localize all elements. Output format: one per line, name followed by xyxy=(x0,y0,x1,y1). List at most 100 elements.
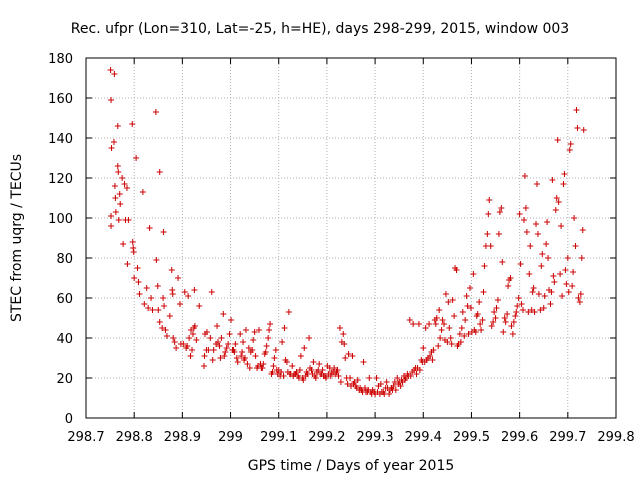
data-point xyxy=(285,309,292,315)
data-point xyxy=(439,317,446,323)
data-point xyxy=(310,359,317,365)
data-point xyxy=(270,363,277,369)
data-point xyxy=(432,321,439,327)
data-point xyxy=(549,177,556,183)
data-point xyxy=(564,255,571,261)
data-point xyxy=(316,361,323,367)
data-point xyxy=(453,267,460,273)
data-point xyxy=(136,291,143,297)
data-point xyxy=(566,147,573,153)
data-point xyxy=(539,251,546,257)
data-point xyxy=(125,217,132,223)
data-point xyxy=(189,347,195,353)
data-point xyxy=(145,305,152,311)
data-point xyxy=(501,315,508,321)
data-point xyxy=(526,271,533,277)
data-point xyxy=(319,367,326,373)
data-point xyxy=(572,243,579,249)
data-point xyxy=(181,289,188,295)
data-point xyxy=(220,311,227,317)
data-point xyxy=(558,223,565,229)
data-point xyxy=(266,327,273,333)
data-point xyxy=(262,349,269,355)
data-point xyxy=(279,339,286,345)
data-point xyxy=(111,183,118,189)
data-point xyxy=(520,217,527,223)
data-point xyxy=(293,369,300,375)
data-point xyxy=(551,279,558,285)
data-point xyxy=(577,291,584,297)
data-point xyxy=(553,195,560,201)
data-point xyxy=(494,297,501,303)
data-point xyxy=(442,291,449,297)
data-point xyxy=(124,261,131,267)
data-point xyxy=(533,181,540,187)
data-point xyxy=(186,335,193,341)
data-point xyxy=(467,285,474,291)
data-point xyxy=(420,345,427,351)
data-point xyxy=(512,313,519,319)
data-point xyxy=(168,267,175,273)
data-point xyxy=(233,355,240,361)
data-point xyxy=(570,269,577,275)
y-tick-label: 120 xyxy=(48,172,73,187)
data-point xyxy=(238,353,245,359)
data-point xyxy=(520,307,527,313)
data-point xyxy=(535,291,542,297)
data-point xyxy=(129,121,136,127)
data-point xyxy=(510,319,517,325)
y-axis-label: STEC from uqrg / TECUs xyxy=(9,154,25,322)
data-point xyxy=(430,347,437,353)
data-point xyxy=(462,317,469,323)
data-point xyxy=(225,341,232,347)
data-point xyxy=(444,339,451,345)
data-point xyxy=(345,351,352,357)
data-point xyxy=(422,325,429,331)
data-point xyxy=(507,275,514,281)
data-point xyxy=(540,305,547,311)
data-point xyxy=(133,155,140,161)
y-tick-label: 0 xyxy=(65,412,73,427)
data-point xyxy=(242,355,248,361)
data-point xyxy=(240,339,247,345)
data-point xyxy=(135,279,142,285)
x-tick-label: 299.2 xyxy=(308,430,345,445)
y-tick-label: 40 xyxy=(56,332,73,347)
x-tick-label: 298.7 xyxy=(67,430,104,445)
data-point xyxy=(579,227,586,233)
plot-frame xyxy=(85,57,617,419)
data-point xyxy=(500,329,507,335)
data-point xyxy=(148,295,155,301)
data-point xyxy=(467,305,474,311)
data-point xyxy=(517,261,524,267)
data-point xyxy=(244,361,251,367)
chart-title: Rec. ufpr (Lon=310, Lat=-25, h=HE), days… xyxy=(71,21,569,37)
data-point xyxy=(170,335,177,341)
data-point xyxy=(159,325,166,331)
data-point xyxy=(481,263,488,269)
x-tick-label: 298.8 xyxy=(116,430,153,445)
data-point xyxy=(342,355,349,361)
data-point xyxy=(545,255,552,261)
data-point xyxy=(271,355,278,361)
data-point xyxy=(280,373,287,379)
x-tick-label: 299 xyxy=(218,430,243,445)
data-point xyxy=(327,373,334,379)
data-point xyxy=(156,169,163,175)
data-point xyxy=(283,359,290,365)
data-point xyxy=(541,293,548,299)
data-point xyxy=(130,249,137,255)
data-point xyxy=(563,281,570,287)
data-point xyxy=(296,367,303,373)
y-tick-label: 20 xyxy=(56,372,73,387)
data-point xyxy=(533,221,540,227)
data-point xyxy=(269,369,276,375)
data-point xyxy=(218,335,225,341)
data-point xyxy=(265,335,272,341)
data-point xyxy=(263,343,270,349)
data-point xyxy=(143,285,150,291)
data-point xyxy=(472,329,479,335)
data-point xyxy=(392,387,399,393)
x-tick-label: 299.1 xyxy=(260,430,297,445)
data-point xyxy=(349,353,356,359)
